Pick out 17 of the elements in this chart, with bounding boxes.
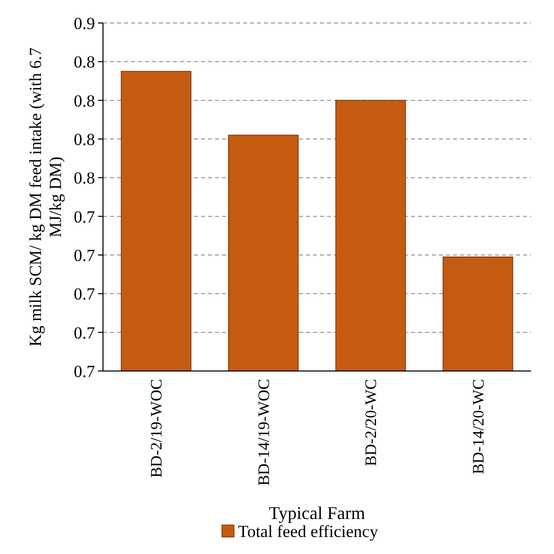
y-tick-label: 0.7: [74, 284, 96, 304]
y-tick-label: 0.7: [74, 207, 96, 226]
x-tick-label: BD-14/19-WOC: [256, 379, 273, 486]
y-tick-label: 0.8: [74, 91, 95, 110]
x-tick-label: BD-2/19-WOC: [148, 379, 166, 478]
y-tick-label: 0.9: [74, 14, 95, 33]
y-tick-label: 0.8: [74, 130, 95, 149]
y-tick-label: 0.7: [74, 246, 96, 265]
y-axis-title: Kg milk SCM/ kg DM feed intake (with 6.7 MJ/kg DM): [26, 47, 65, 346]
y-tick-label: 0.7: [74, 323, 96, 342]
x-tick-label: BD-2/20-WC: [363, 379, 380, 466]
y-tick-label: 0.8: [74, 52, 95, 72]
x-axis-title: Typical Farm: [268, 503, 366, 523]
x-tick-label: BD-14/20-WC: [470, 379, 488, 474]
y-tick-label: 0.7: [74, 362, 96, 381]
legend-label: Total feed efficiency: [238, 522, 379, 541]
y-tick-label: 0.8: [74, 168, 95, 188]
